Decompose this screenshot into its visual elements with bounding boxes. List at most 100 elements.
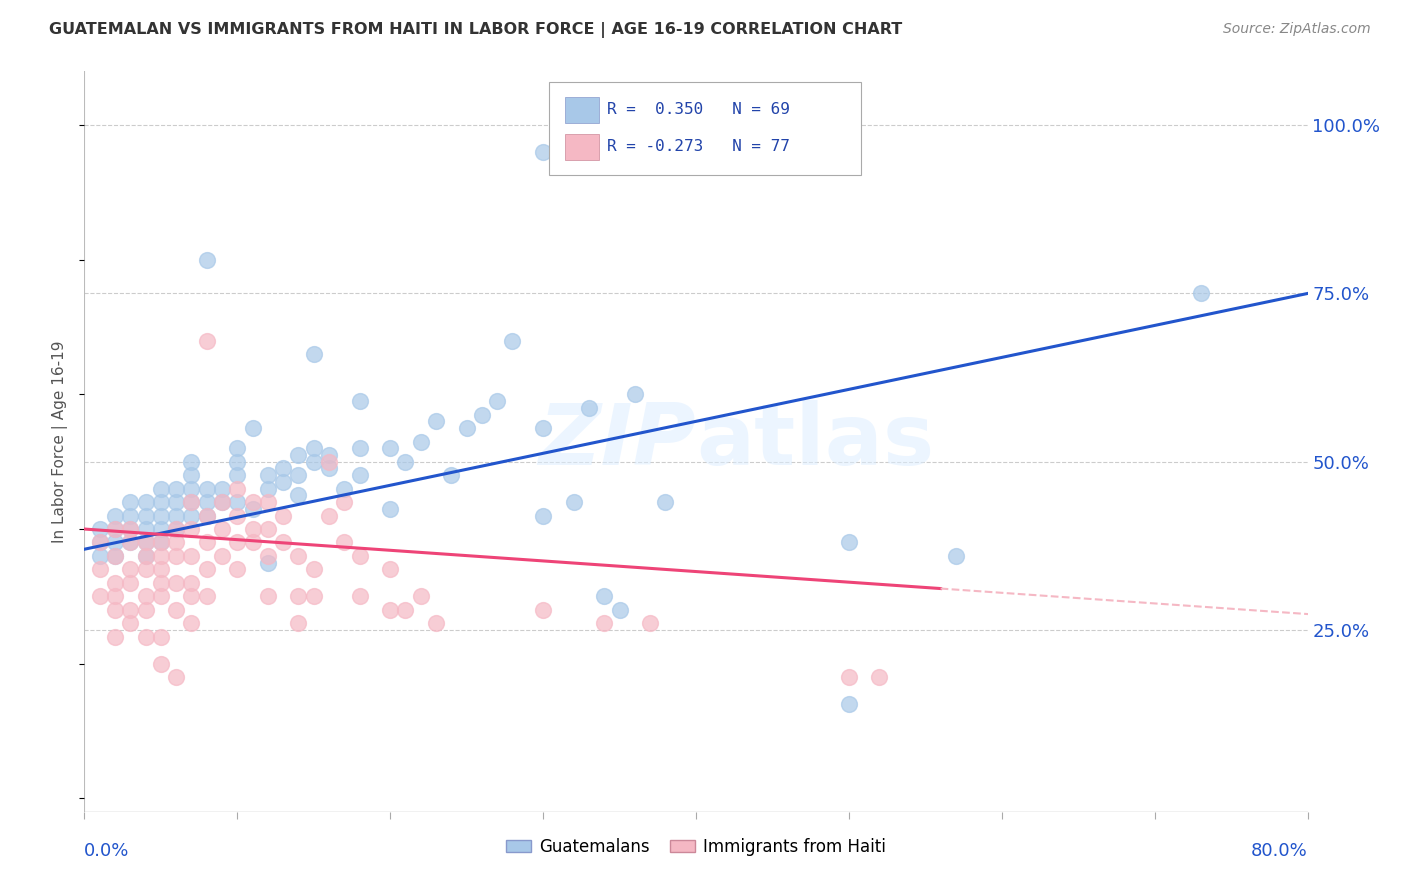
Point bbox=[226, 495, 249, 509]
Point bbox=[242, 421, 264, 435]
Point bbox=[838, 670, 860, 684]
Point bbox=[318, 455, 340, 469]
Point bbox=[440, 468, 463, 483]
Point bbox=[287, 448, 309, 462]
Point bbox=[456, 421, 478, 435]
Point bbox=[211, 495, 233, 509]
Point bbox=[135, 562, 157, 576]
Point bbox=[195, 508, 218, 523]
Point bbox=[195, 535, 218, 549]
Point bbox=[531, 508, 554, 523]
Point bbox=[302, 590, 325, 604]
Point bbox=[838, 697, 860, 711]
Point bbox=[624, 387, 647, 401]
Point bbox=[165, 549, 187, 563]
Text: 0.0%: 0.0% bbox=[84, 842, 129, 860]
Text: 80.0%: 80.0% bbox=[1251, 842, 1308, 860]
Point bbox=[135, 603, 157, 617]
Point bbox=[104, 630, 127, 644]
Point bbox=[257, 549, 280, 563]
Point bbox=[333, 535, 356, 549]
Point bbox=[226, 468, 249, 483]
Text: ZIP: ZIP bbox=[538, 400, 696, 483]
Point bbox=[471, 408, 494, 422]
Point bbox=[165, 508, 187, 523]
Point bbox=[287, 468, 309, 483]
Point bbox=[120, 575, 142, 590]
Point bbox=[120, 616, 142, 631]
Point bbox=[149, 482, 172, 496]
Text: Source: ZipAtlas.com: Source: ZipAtlas.com bbox=[1223, 22, 1371, 37]
Point bbox=[149, 508, 172, 523]
Point bbox=[502, 334, 524, 348]
Point bbox=[349, 442, 371, 456]
Point bbox=[165, 603, 187, 617]
Point bbox=[149, 535, 172, 549]
Text: GUATEMALAN VS IMMIGRANTS FROM HAITI IN LABOR FORCE | AGE 16-19 CORRELATION CHART: GUATEMALAN VS IMMIGRANTS FROM HAITI IN L… bbox=[49, 22, 903, 38]
Point bbox=[104, 522, 127, 536]
Point bbox=[149, 630, 172, 644]
Point bbox=[165, 522, 187, 536]
Point bbox=[302, 347, 325, 361]
Point bbox=[195, 508, 218, 523]
Point bbox=[195, 252, 218, 267]
Point bbox=[104, 603, 127, 617]
Point bbox=[578, 401, 600, 415]
Point bbox=[349, 468, 371, 483]
Point bbox=[226, 455, 249, 469]
Point bbox=[195, 482, 218, 496]
Point bbox=[257, 482, 280, 496]
Point bbox=[394, 455, 416, 469]
Point bbox=[104, 575, 127, 590]
Point bbox=[135, 590, 157, 604]
Point bbox=[135, 549, 157, 563]
Point bbox=[180, 549, 202, 563]
Point bbox=[104, 549, 127, 563]
Point bbox=[242, 522, 264, 536]
Point bbox=[120, 495, 142, 509]
Point bbox=[226, 508, 249, 523]
Point bbox=[287, 616, 309, 631]
Point bbox=[226, 442, 249, 456]
Point bbox=[135, 549, 157, 563]
Point bbox=[333, 495, 356, 509]
Y-axis label: In Labor Force | Age 16-19: In Labor Force | Age 16-19 bbox=[52, 340, 69, 543]
Point bbox=[89, 535, 111, 549]
Point bbox=[287, 488, 309, 502]
Point bbox=[609, 603, 631, 617]
Point bbox=[242, 495, 264, 509]
Point bbox=[380, 442, 402, 456]
Point bbox=[195, 334, 218, 348]
Point bbox=[120, 508, 142, 523]
Point bbox=[180, 508, 202, 523]
Point bbox=[180, 575, 202, 590]
Point bbox=[149, 657, 172, 671]
FancyBboxPatch shape bbox=[565, 97, 599, 123]
Point bbox=[302, 562, 325, 576]
Point bbox=[654, 495, 676, 509]
Point bbox=[120, 522, 142, 536]
Point bbox=[165, 482, 187, 496]
Point bbox=[242, 535, 264, 549]
Text: R =  0.350   N = 69: R = 0.350 N = 69 bbox=[606, 103, 790, 118]
Point bbox=[593, 616, 616, 631]
Point bbox=[271, 508, 294, 523]
Point bbox=[165, 495, 187, 509]
Point bbox=[394, 603, 416, 617]
Point bbox=[226, 562, 249, 576]
Point bbox=[257, 495, 280, 509]
Point bbox=[562, 495, 585, 509]
Point bbox=[89, 549, 111, 563]
Point bbox=[104, 549, 127, 563]
Point bbox=[135, 508, 157, 523]
Point bbox=[486, 394, 509, 409]
Point bbox=[165, 670, 187, 684]
Point bbox=[180, 455, 202, 469]
Point bbox=[135, 630, 157, 644]
Point bbox=[180, 522, 202, 536]
Point bbox=[333, 482, 356, 496]
Point bbox=[180, 482, 202, 496]
Point bbox=[242, 501, 264, 516]
Point bbox=[302, 455, 325, 469]
Point bbox=[165, 575, 187, 590]
